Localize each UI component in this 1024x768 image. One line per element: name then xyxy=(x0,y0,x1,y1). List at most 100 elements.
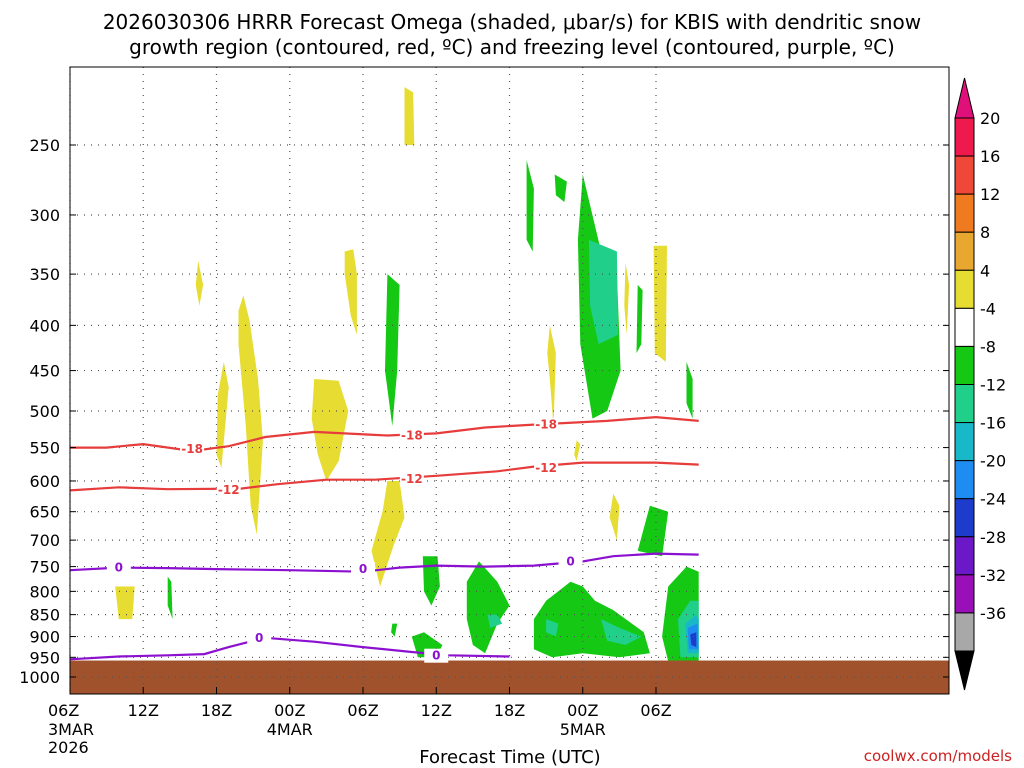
omega-region-3 xyxy=(216,361,229,468)
y-axis: 250 300 350 400 450 500 550 600 650 700 750 800 850 9… xyxy=(19,136,949,687)
y-tick-label-650: 650 xyxy=(29,503,60,522)
omega-region-6 xyxy=(311,379,349,481)
colorbar-bin-14 xyxy=(954,612,975,652)
omega-region-20 xyxy=(636,284,643,354)
y-tick-label-250: 250 xyxy=(29,136,60,155)
omega-region-8 xyxy=(115,586,135,620)
colorbar-bin-4 xyxy=(954,231,975,271)
x-tick-label-3: 00Z xyxy=(274,701,305,720)
x-axis-title: Forecast Time (UTC) xyxy=(419,747,600,768)
y-tick-label-550: 550 xyxy=(29,439,60,458)
colorbar-label-13: -32 xyxy=(980,566,1006,585)
contour-label-bg--18-0 xyxy=(180,441,205,456)
x-tick-sublabel-7-0: 5MAR xyxy=(560,720,606,739)
y-tick-label-700: 700 xyxy=(29,531,60,550)
omega-shading xyxy=(70,67,949,694)
colorbar: 20 16 12 8 4 -4 -8 -12 -16 -20 -24 -28 -32 -36 xyxy=(954,77,1006,691)
colorbar-bin-2 xyxy=(954,155,975,195)
contour-label-bg-0-lower-0 xyxy=(247,630,272,645)
omega-region-2 xyxy=(195,260,204,306)
omega-region-14 xyxy=(385,274,400,427)
colorbar-label-5: 4 xyxy=(980,261,990,280)
omega-region-23 xyxy=(422,556,440,606)
colorbar-bin-11 xyxy=(954,498,975,538)
omega-region-4 xyxy=(238,295,263,535)
omega-region-31 xyxy=(601,619,642,645)
x-tick-label-4: 06Z xyxy=(347,701,378,720)
contour-label--18-1: -18 xyxy=(401,429,423,443)
omega-region-28 xyxy=(588,239,619,345)
colorbar-label-8: -12 xyxy=(980,376,1006,395)
colorbar-bin-8 xyxy=(954,384,975,424)
omega-region-7 xyxy=(371,481,405,587)
contour-label--12-1: -12 xyxy=(401,472,423,486)
colorbar-bin-9 xyxy=(954,422,975,462)
colorbar-label-11: -24 xyxy=(980,490,1006,509)
omega-region-17 xyxy=(526,160,534,252)
omega-region-29 xyxy=(487,614,503,628)
colorbar-bin-5 xyxy=(954,269,975,309)
contour-lines: -18 -18 -18 -12 -12 -12 0 0 0 0 0 xyxy=(69,415,699,663)
y-tick-label-500: 500 xyxy=(29,402,60,421)
x-tick-sublabel-3-0: 4MAR xyxy=(267,720,313,739)
colorbar-bin-6 xyxy=(954,307,975,347)
contour-label-0-upper-1: 0 xyxy=(359,562,367,576)
plot-background xyxy=(70,67,949,694)
omega-region-11 xyxy=(609,493,620,541)
contour-label-bg-0-upper-2 xyxy=(558,554,583,569)
contour--12 xyxy=(69,461,699,492)
colorbar-label-1: 20 xyxy=(980,109,1000,128)
contour-label--12-0: -12 xyxy=(218,483,240,497)
chart-title-line-2: growth region (contoured, red, ºC) and f… xyxy=(129,35,895,59)
colorbar-label-9: -16 xyxy=(980,414,1006,433)
y-tick-label-300: 300 xyxy=(29,206,60,225)
contour-label-bg-0-upper-0 xyxy=(106,560,131,575)
y-tick-label-950: 950 xyxy=(29,648,60,667)
colorbar-label-4: 8 xyxy=(980,223,990,242)
omega-region-12 xyxy=(624,263,630,335)
omega-region-5 xyxy=(344,249,357,335)
omega-region-1 xyxy=(404,87,415,145)
x-tick-label-6: 18Z xyxy=(494,701,525,720)
omega-region-10 xyxy=(574,440,581,462)
omega-region-9 xyxy=(547,325,556,427)
contour--18 xyxy=(70,415,699,453)
contour-label-0-lower-1: 0 xyxy=(432,649,440,663)
omega-region-13 xyxy=(653,245,667,362)
x-tick-label-1: 12Z xyxy=(128,701,159,720)
colorbar-bin-13 xyxy=(954,574,975,614)
x-tick-sublabel-0-0: 3MAR xyxy=(48,720,94,739)
colorbar-bin-1 xyxy=(954,117,975,157)
y-tick-label-900: 900 xyxy=(29,628,60,647)
chart-title-line-1: 2026030306 HRRR Forecast Omega (shaded, … xyxy=(103,10,921,34)
y-tick-label-1000: 1000 xyxy=(19,668,60,687)
contour-label-0-lower-0: 0 xyxy=(255,631,263,645)
contour-label-bg--12-0 xyxy=(216,482,241,497)
colorbar-label-14: -36 xyxy=(980,604,1006,623)
colorbar-label-12: -28 xyxy=(980,528,1006,547)
contour-label-bg-0-upper-1 xyxy=(351,562,375,577)
contour-label--12-2: -12 xyxy=(535,461,557,475)
colorbar-label-7: -8 xyxy=(980,337,996,356)
colorbar-label-3: 12 xyxy=(980,185,1000,204)
y-tick-label-450: 450 xyxy=(29,362,60,381)
omega-region-30 xyxy=(546,619,559,637)
colorbar-label-2: 16 xyxy=(980,147,1000,166)
omega-region-22 xyxy=(637,505,669,557)
x-tick-label-8: 06Z xyxy=(640,701,671,720)
contour-label-0-upper-2: 0 xyxy=(566,554,574,568)
credit-text: coolwx.com/models xyxy=(864,747,1012,765)
colorbar-bin-7 xyxy=(954,345,975,385)
colorbar-bottom-arrow xyxy=(954,650,975,691)
omega-region-35 xyxy=(690,632,697,648)
omega-region-18 xyxy=(554,174,567,202)
contour-label-bg--18-1 xyxy=(399,428,424,443)
y-tick-label-750: 750 xyxy=(29,558,60,577)
omega-region-16 xyxy=(391,623,398,637)
y-tick-label-400: 400 xyxy=(29,316,60,335)
colorbar-label-10: -20 xyxy=(980,452,1006,471)
contour-label-bg--12-2 xyxy=(534,460,559,475)
x-tick-label-7: 00Z xyxy=(567,701,598,720)
x-tick-sublabel-0-1: 2026 xyxy=(48,738,89,757)
